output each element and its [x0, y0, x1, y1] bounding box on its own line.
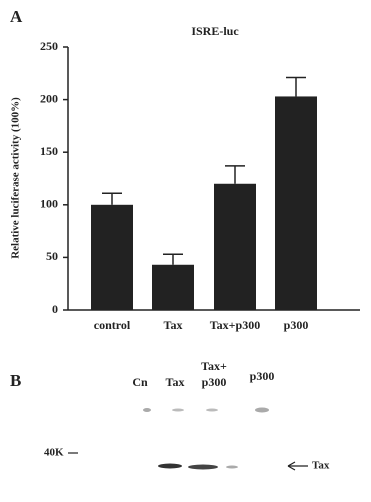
y-tick-label: 150: [40, 144, 58, 158]
lane-label: Tax+: [201, 359, 227, 373]
blot-spot: [255, 408, 269, 413]
bar: [91, 205, 133, 310]
figure: A ISRE-luc Relative luciferase activity …: [0, 0, 371, 502]
y-tick-label: 250: [40, 39, 58, 53]
lane-label: p300: [250, 369, 275, 383]
bar: [275, 96, 317, 310]
x-tick-label: Tax+p300: [210, 318, 260, 332]
blot-band: [188, 465, 218, 470]
panel-label: A: [10, 7, 23, 26]
blot-band: [158, 464, 182, 469]
marker-label: 40K: [44, 447, 64, 459]
y-tick-label: 0: [52, 302, 58, 316]
y-tick-label: 100: [40, 197, 58, 211]
bar: [152, 265, 194, 310]
x-tick-label: control: [94, 318, 131, 332]
band-label: Tax: [312, 460, 330, 472]
blot-spot: [172, 409, 184, 412]
y-tick-label: 200: [40, 91, 58, 105]
y-axis-label: Relative luciferase activity (100%): [10, 97, 22, 259]
chart-title: ISRE-luc: [191, 24, 239, 38]
blot-spot: [143, 408, 151, 412]
lane-label: Cn: [132, 375, 148, 389]
blot-band: [226, 466, 238, 469]
blot-spot: [206, 409, 218, 412]
y-tick-label: 50: [46, 249, 58, 263]
x-tick-label: p300: [284, 318, 309, 332]
panel-label: B: [10, 371, 21, 390]
x-tick-label: Tax: [164, 318, 183, 332]
bar: [214, 184, 256, 310]
lane-label: Tax: [166, 375, 185, 389]
lane-label: p300: [202, 375, 227, 389]
